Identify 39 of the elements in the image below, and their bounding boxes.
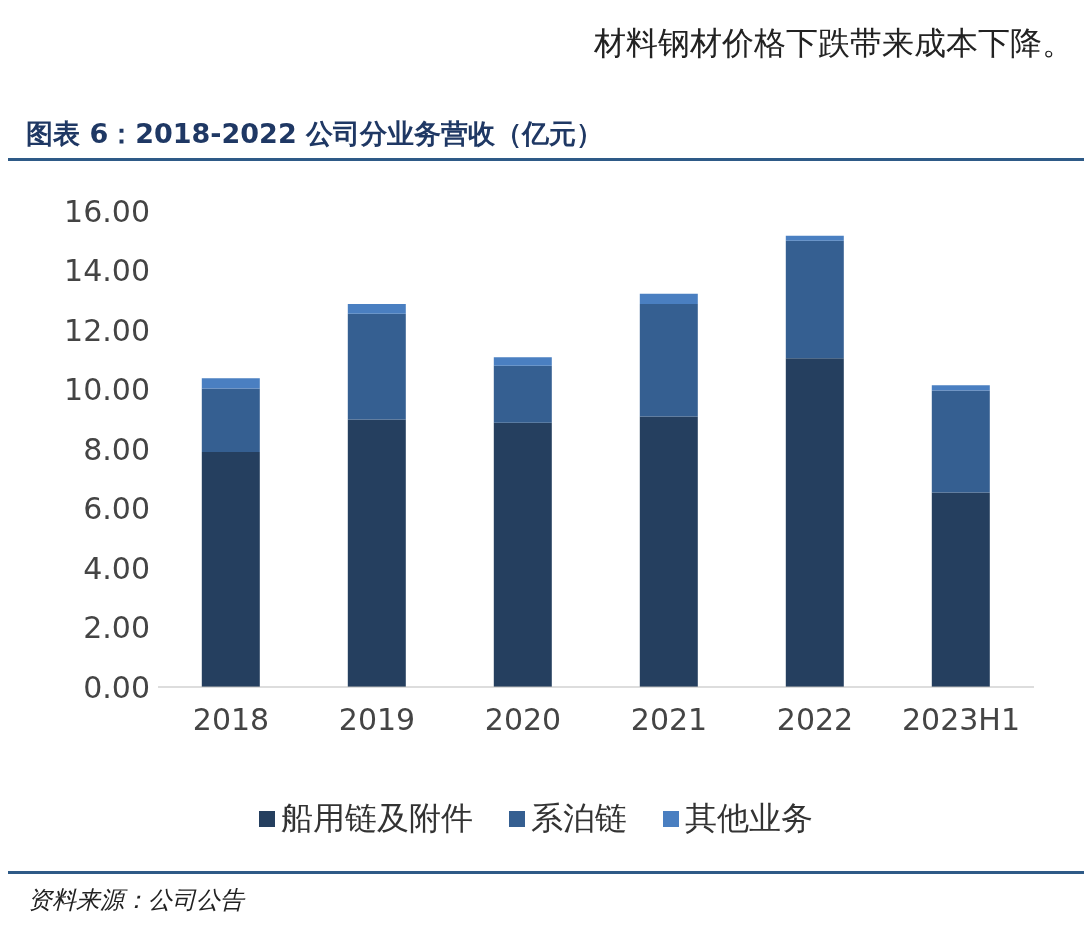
bar (493, 357, 552, 366)
y-tick-label: 12.00 (64, 312, 150, 348)
y-tick-label: 14.00 (64, 253, 150, 289)
bar (201, 451, 260, 687)
bar (201, 378, 260, 389)
bar (639, 293, 698, 305)
bar (493, 422, 552, 687)
y-tick-label: 0.00 (83, 669, 150, 705)
y-tick-label: 6.00 (83, 491, 150, 527)
bar (785, 358, 844, 687)
x-tick-label: 2021 (630, 702, 708, 738)
x-tick-label: 2022 (776, 702, 854, 738)
y-tick-label: 8.00 (83, 431, 150, 467)
legend-label: 其他业务 (685, 798, 813, 839)
bar (931, 385, 990, 391)
y-tick-label: 16.00 (64, 193, 150, 229)
x-tick-label: 2023H1 (902, 702, 1020, 738)
bar (785, 240, 844, 359)
bar (931, 492, 990, 687)
text: 材料钢材价格下跌带来成本下降。 (593, 23, 1075, 64)
bar (347, 419, 406, 687)
bar (639, 416, 698, 687)
bar (201, 388, 260, 452)
y-tick-label: 10.00 (64, 372, 150, 408)
chart-title: 图表 6：2018-2022 公司分业务营收（亿元） (8, 78, 1084, 161)
x-tick-label: 2018 (192, 702, 270, 738)
bar (493, 365, 552, 423)
legend-label: 系泊链 (531, 798, 627, 839)
x-tick-label: 2020 (484, 702, 562, 738)
bar (347, 313, 406, 420)
y-tick-label: 4.00 (83, 550, 150, 586)
text: 资料来源：公司公告 (27, 885, 247, 916)
bar (931, 390, 990, 493)
bar (639, 304, 698, 417)
bar (785, 235, 844, 241)
y-tick-label: 2.00 (83, 610, 150, 646)
bar (347, 304, 406, 314)
legend-label: 船用链及附件 (281, 798, 473, 839)
x-tick-label: 2019 (338, 702, 416, 738)
